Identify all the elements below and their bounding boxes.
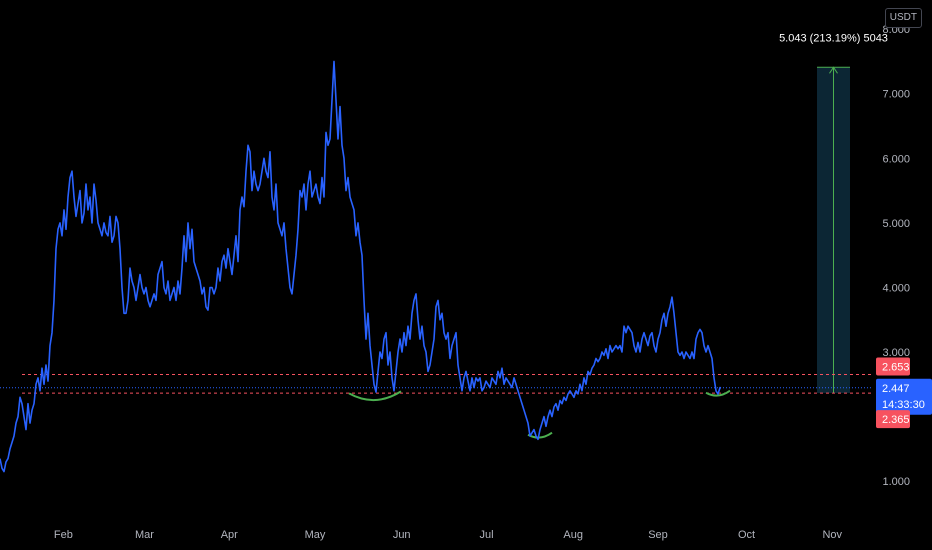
currency-selector[interactable]: USDT (884, 8, 922, 28)
x-tick-label: Feb (54, 529, 73, 541)
support-price-badge (876, 410, 910, 429)
x-tick-label: Sep (648, 529, 668, 541)
rounded-bottom-pattern (348, 390, 402, 402)
price-badges: 2.653 2.447 14:33:30 2.365 (876, 357, 932, 429)
resistance-price-badge (876, 357, 910, 376)
y-tick-label: 6.000 (882, 153, 910, 165)
x-axis[interactable]: Feb Mar Apr May Jun Jul Aug Sep Oct Nov (54, 529, 843, 541)
y-tick-label: 4.000 (882, 282, 910, 294)
y-tick-label: 7.000 (882, 89, 910, 101)
x-tick-label: Aug (563, 529, 583, 541)
current-price-badge (876, 378, 932, 415)
target-projection: 5.043 (213.19%) 5043 (779, 32, 888, 394)
resistance-price-label: 2.653 (882, 361, 910, 373)
countdown-label: 14:33:30 (882, 399, 925, 411)
x-tick-label: Oct (738, 529, 755, 541)
x-tick-label: May (305, 529, 326, 541)
rounded-bottom-pattern (705, 389, 731, 397)
x-tick-label: Mar (135, 529, 154, 541)
x-tick-label: Jul (479, 529, 493, 541)
target-arrow-head (829, 66, 838, 74)
price-levels (0, 373, 872, 394)
y-tick-label: 1.000 (882, 476, 910, 488)
price-line (0, 60, 722, 473)
y-tick-label: 5.000 (882, 218, 910, 230)
target-label: 5.043 (213.19%) 5043 (779, 32, 888, 44)
y-tick-label: 3.000 (882, 347, 910, 359)
support-price-label: 2.365 (882, 414, 910, 426)
x-tick-label: Apr (221, 529, 238, 541)
x-tick-label: Jun (393, 529, 411, 541)
current-price-label: 2.447 (882, 383, 910, 395)
price-series (0, 60, 722, 473)
x-tick-label: Nov (822, 529, 842, 541)
